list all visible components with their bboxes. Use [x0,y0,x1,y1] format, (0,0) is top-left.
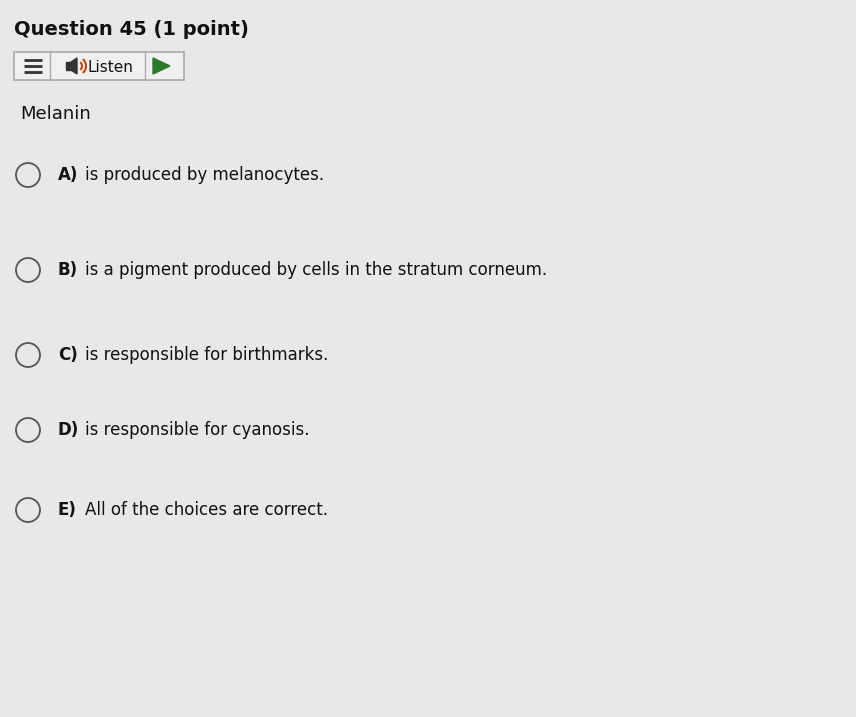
Polygon shape [71,58,77,74]
Text: is responsible for cyanosis.: is responsible for cyanosis. [85,421,310,439]
FancyBboxPatch shape [14,52,184,80]
Text: is produced by melanocytes.: is produced by melanocytes. [85,166,324,184]
Polygon shape [153,58,170,74]
Polygon shape [66,62,71,70]
Text: E): E) [58,501,77,519]
Text: D): D) [58,421,80,439]
Text: is responsible for birthmarks.: is responsible for birthmarks. [85,346,329,364]
Text: Melanin: Melanin [20,105,91,123]
Text: All of the choices are correct.: All of the choices are correct. [85,501,328,519]
Text: B): B) [58,261,78,279]
Text: A): A) [58,166,79,184]
Text: Question 45 (1 point): Question 45 (1 point) [14,20,249,39]
Text: C): C) [58,346,78,364]
Text: is a pigment produced by cells in the stratum corneum.: is a pigment produced by cells in the st… [85,261,547,279]
Text: Listen: Listen [88,60,134,75]
